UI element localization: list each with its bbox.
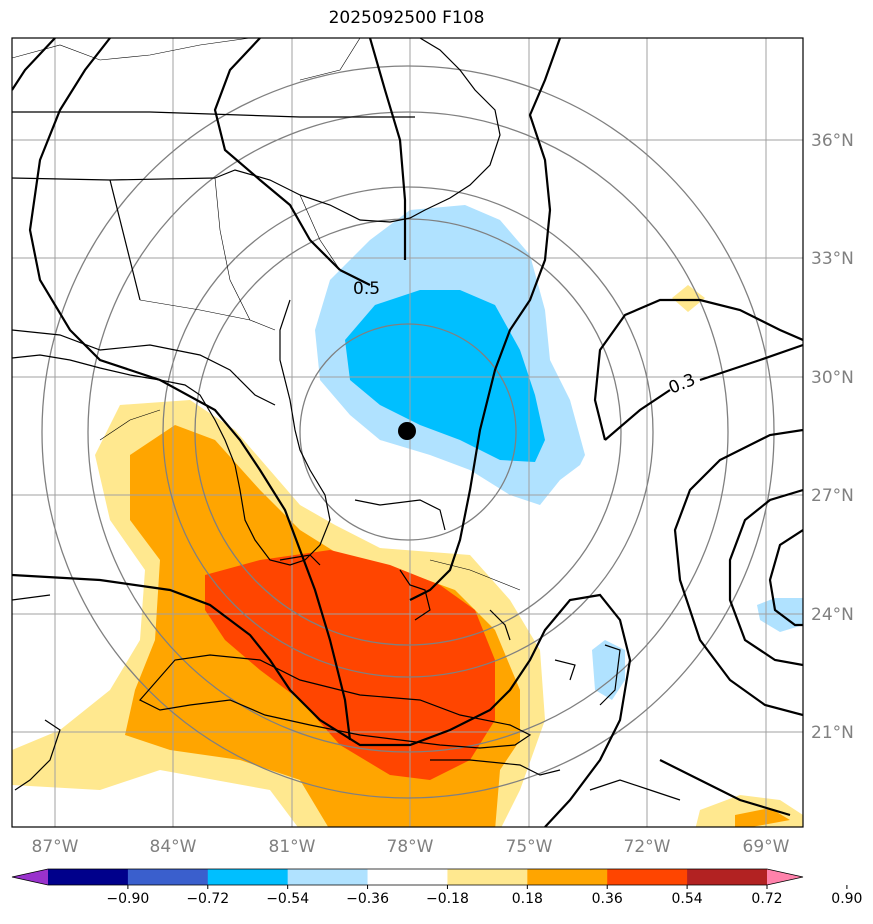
negative-anomaly-shading bbox=[315, 205, 803, 700]
map-frame bbox=[11, 37, 804, 828]
colorbar-swatch bbox=[607, 869, 688, 885]
colorbar-tick-label: −0.90 bbox=[106, 891, 149, 907]
state-borders bbox=[12, 38, 521, 591]
colorbar-swatch bbox=[367, 869, 448, 885]
colorbar: −0.90 −0.72 −0.54 −0.36 −0.18 0.18 0.36 0.54 0.7… bbox=[11, 868, 862, 907]
colorbar-tick-label: 0.90 bbox=[831, 891, 862, 907]
colorbar-swatch bbox=[687, 869, 768, 885]
lon-label-4: 75°W bbox=[506, 837, 553, 857]
lon-axis: 87°W 84°W 81°W 78°W 75°W 72°W 69°W bbox=[32, 837, 790, 857]
lon-label-5: 72°W bbox=[624, 837, 671, 857]
colorbar-extend-low bbox=[12, 869, 48, 885]
lat-label-2: 30°N bbox=[811, 368, 854, 388]
colorbar-swatch bbox=[207, 869, 289, 885]
lat-label-3: 27°N bbox=[811, 486, 854, 506]
colorbar-tick-label: 0.36 bbox=[592, 891, 623, 907]
lon-label-6: 69°W bbox=[743, 837, 790, 857]
colorbar-tick-label: −0.54 bbox=[266, 891, 309, 907]
colorbar-tick-label: 0.54 bbox=[672, 891, 703, 907]
range-rings bbox=[41, 65, 775, 799]
coastlines bbox=[12, 38, 681, 801]
colorbar-tick-label: −0.72 bbox=[186, 891, 229, 907]
colorbar-tick-label: 0.72 bbox=[751, 891, 782, 907]
lat-label-1: 33°N bbox=[811, 249, 854, 269]
colorbar-extend-high bbox=[767, 869, 803, 885]
colorbar-tick-label: −0.18 bbox=[426, 891, 469, 907]
colorbar-swatches bbox=[11, 868, 804, 886]
contour-lines bbox=[12, 38, 803, 827]
lon-label-2: 81°W bbox=[269, 837, 316, 857]
lat-label-4: 24°N bbox=[811, 605, 854, 625]
lat-label-5: 21°N bbox=[811, 723, 854, 743]
colorbar-ticks: −0.90 −0.72 −0.54 −0.36 −0.18 0.18 0.36 0.54 0.7… bbox=[106, 885, 862, 907]
colorbar-outline bbox=[11, 868, 804, 886]
storm-center-marker bbox=[398, 422, 416, 440]
lon-label-1: 84°W bbox=[150, 837, 197, 857]
lat-label-0: 36°N bbox=[811, 131, 854, 151]
lat-axis: 36°N 33°N 30°N 27°N 24°N 21°N bbox=[811, 131, 854, 743]
colorbar-tick-label: 0.18 bbox=[512, 891, 543, 907]
colorbar-tick-label: −0.36 bbox=[346, 891, 389, 907]
colorbar-swatch bbox=[527, 869, 608, 885]
colorbar-swatch bbox=[287, 869, 369, 885]
colorbar-swatch bbox=[447, 869, 528, 885]
map-title: 2025092500 F108 bbox=[328, 8, 485, 28]
lon-label-0: 87°W bbox=[32, 837, 79, 857]
colorbar-swatch bbox=[48, 869, 129, 885]
colorbar-swatch bbox=[127, 869, 209, 885]
contour-label-0: 0.5 bbox=[353, 279, 380, 299]
lon-label-3: 78°W bbox=[387, 837, 434, 857]
